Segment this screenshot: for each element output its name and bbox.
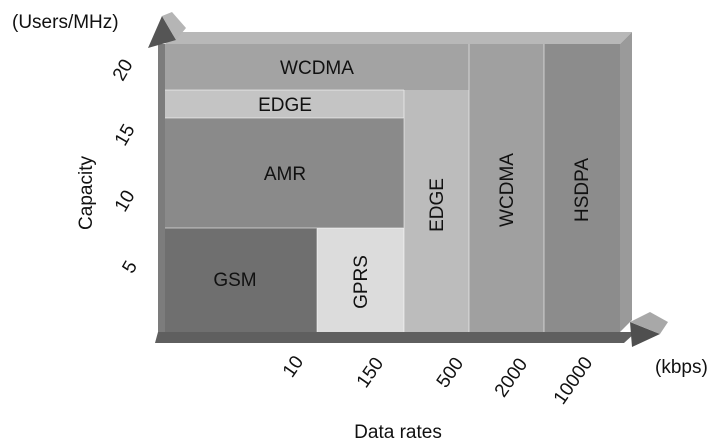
y-axis-side-face [158, 44, 165, 332]
x-tick-10000: 10000 [550, 353, 598, 408]
x-tick-10: 10 [279, 352, 308, 381]
y-axis-arrow-head [148, 16, 176, 48]
region-wcdma-column [469, 44, 544, 332]
label-edge-column: EDGE [427, 178, 448, 232]
x-axis-arrow-tip-face [630, 312, 668, 334]
label-gsm: GSM [213, 270, 256, 291]
x-axis-bottom-face [155, 332, 636, 343]
label-wcdma-column: WCDMA [497, 153, 518, 227]
region-hsdpa [544, 44, 620, 332]
y-axis-arrow-tip-face [162, 12, 186, 40]
label-hsdpa: HSDPA [572, 158, 593, 222]
label-gprs: GPRS [351, 255, 372, 309]
y-tick-20: 20 [109, 56, 138, 85]
y-tick-15: 15 [111, 121, 140, 150]
x-axis-title: Data rates [354, 422, 442, 443]
region-separators [165, 44, 545, 332]
region-edge-column [404, 90, 469, 332]
backdrop-right-face [620, 32, 632, 332]
region-edge-strip [165, 90, 404, 118]
x-axis-unit: (kbps) [655, 357, 708, 378]
region-gsm [165, 228, 317, 332]
region-gprs [317, 228, 404, 332]
backdrop-top-face [165, 32, 632, 44]
region-amr [165, 118, 404, 228]
label-wcdma-top: WCDMA [280, 58, 354, 79]
label-edge-strip: EDGE [258, 95, 312, 116]
region-wcdma-top [165, 44, 469, 90]
y-tick-5: 5 [118, 257, 141, 277]
y-axis-title: Capacity [76, 156, 97, 230]
y-tick-10: 10 [111, 187, 140, 216]
y-axis-unit: (Users/MHz) [12, 12, 119, 33]
x-tick-500: 500 [433, 354, 468, 392]
label-amr: AMR [264, 164, 306, 185]
x-tick-150: 150 [353, 354, 388, 392]
x-tick-2000: 2000 [491, 355, 532, 402]
x-axis-arrow-head [630, 322, 660, 347]
